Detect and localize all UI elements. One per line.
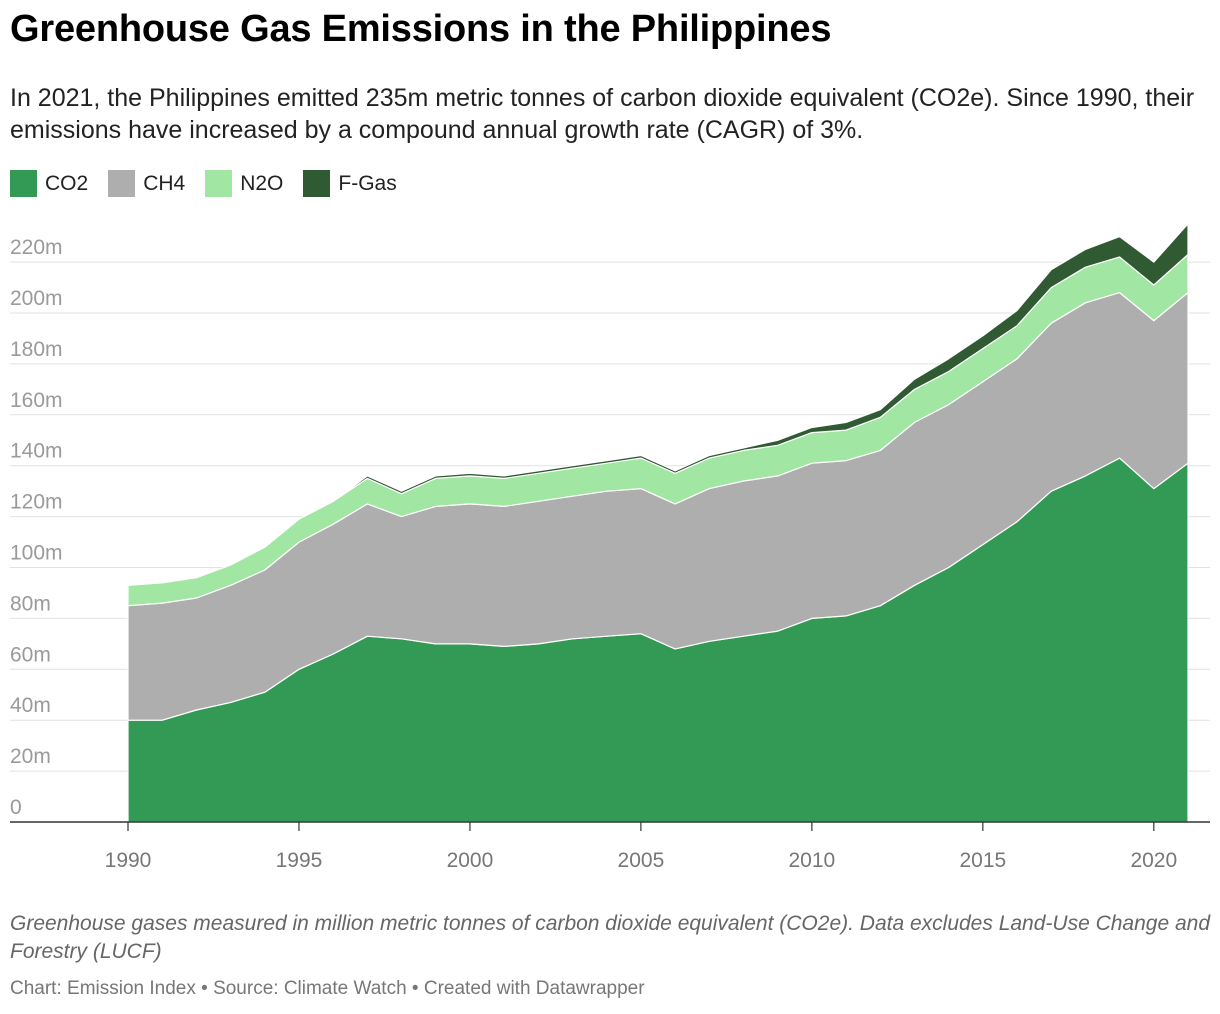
legend-label-fgas: F-Gas (338, 171, 397, 195)
legend-item-fgas: F-Gas (303, 170, 397, 197)
legend-swatch-co2 (10, 170, 37, 197)
legend-swatch-ch4 (108, 170, 136, 197)
y-tick-label-0: 0 (10, 796, 22, 819)
y-tick-label-100: 100m (10, 542, 63, 565)
legend-item-co2: CO2 (10, 170, 88, 197)
area-fgas (127, 223, 1189, 586)
x-tick-label-2000: 2000 (447, 849, 494, 872)
x-tick-label-2010: 2010 (789, 849, 836, 872)
legend-swatch-fgas (303, 170, 331, 197)
chart-legend: CO2 CH4 N2O F-Gas (10, 170, 417, 197)
y-tick-label-180: 180m (10, 338, 63, 361)
x-tick-label-2005: 2005 (618, 849, 665, 872)
x-tick-label-2015: 2015 (959, 849, 1006, 872)
chart-credits: Chart: Emission Index • Source: Climate … (10, 978, 645, 999)
chart-notes: Greenhouse gases measured in million met… (10, 912, 1211, 963)
chart-title: Greenhouse Gas Emissions in the Philippi… (10, 8, 832, 50)
legend-item-n2o: N2O (205, 170, 283, 197)
y-tick-label-220: 220m (10, 236, 63, 259)
y-tick-label-140: 140m (10, 440, 63, 463)
x-tick-label-1995: 1995 (276, 849, 323, 872)
y-tick-label-160: 160m (10, 389, 63, 412)
x-tick-label-2020: 2020 (1130, 849, 1177, 872)
y-tick-label-20: 20m (10, 745, 51, 768)
y-tick-label-60: 60m (10, 643, 51, 666)
x-tick-label-1990: 1990 (105, 849, 152, 872)
y-tick-label-120: 120m (10, 491, 63, 514)
chart-subtitle: In 2021, the Philippines emitted 235m me… (10, 84, 1195, 144)
y-tick-label-80: 80m (10, 592, 51, 615)
y-tick-label-40: 40m (10, 694, 51, 717)
legend-swatch-n2o (205, 170, 233, 197)
legend-label-ch4: CH4 (143, 171, 186, 195)
y-tick-label-200: 200m (10, 287, 63, 310)
stacked-area-chart: 0 20m 40m 60m 80m 100m 120m 140m 160m 180m 200m 220… (10, 223, 1210, 872)
legend-label-n2o: N2O (240, 171, 284, 195)
legend-item-ch4: CH4 (108, 170, 185, 197)
legend-label-co2: CO2 (45, 171, 89, 195)
